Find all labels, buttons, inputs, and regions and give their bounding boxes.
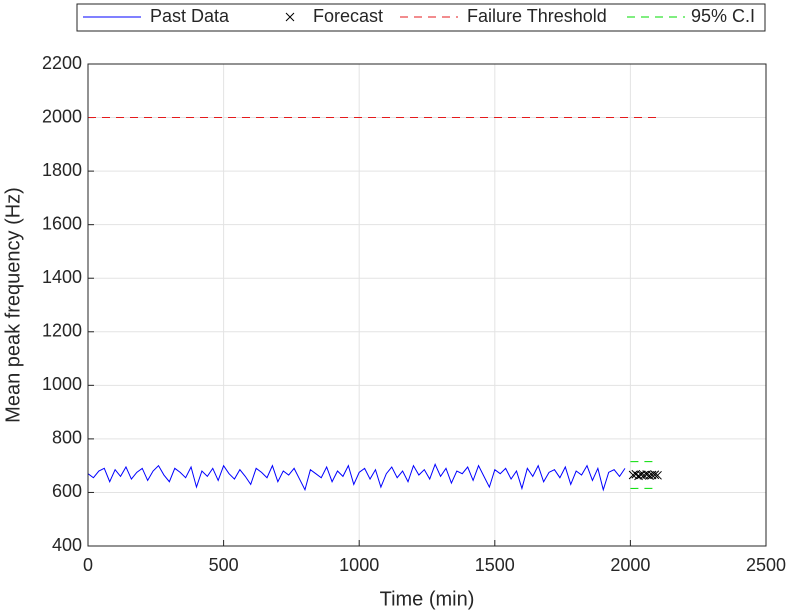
- x-tick-label: 1000: [339, 555, 379, 575]
- x-tick-label: 1500: [475, 555, 515, 575]
- forecast-marker: [628, 470, 638, 480]
- y-tick-label: 600: [52, 481, 82, 501]
- axes-box: [87, 63, 767, 547]
- forecast-marker: [645, 471, 654, 480]
- legend-label: Forecast: [313, 6, 383, 26]
- y-tick-label: 2200: [42, 53, 82, 73]
- x-tick-label: 500: [209, 555, 239, 575]
- legend-label: Past Data: [150, 6, 230, 26]
- legend: Past Data Forecast Failure Threshold 95% C.…: [76, 3, 766, 32]
- plot-area: [88, 64, 766, 546]
- y-tick-label: 400: [52, 535, 82, 555]
- legend-marker: [285, 12, 295, 22]
- x-tick-label: 0: [83, 555, 93, 575]
- y-tick-label: 1600: [42, 213, 82, 233]
- x-axis-label: Time (min): [380, 588, 475, 610]
- x-tick-label: 2500: [746, 555, 786, 575]
- y-tick-label: 1400: [42, 267, 82, 287]
- x-tick-label: 2000: [610, 555, 650, 575]
- y-tick-label: 1200: [42, 321, 82, 341]
- y-tick-label: 1800: [42, 160, 82, 180]
- y-tick-label: 800: [52, 428, 82, 448]
- y-tick-label: 1000: [42, 374, 82, 394]
- forecast-marker: [650, 470, 660, 480]
- y-tick-label: 2000: [42, 106, 82, 126]
- series-line: [87, 463, 626, 492]
- legend-label: Failure Threshold: [467, 6, 607, 26]
- y-axis-label: Mean peak frequency (Hz): [2, 187, 24, 423]
- forecast-marker: [653, 470, 662, 480]
- legend-label: 95% C.I: [691, 6, 755, 26]
